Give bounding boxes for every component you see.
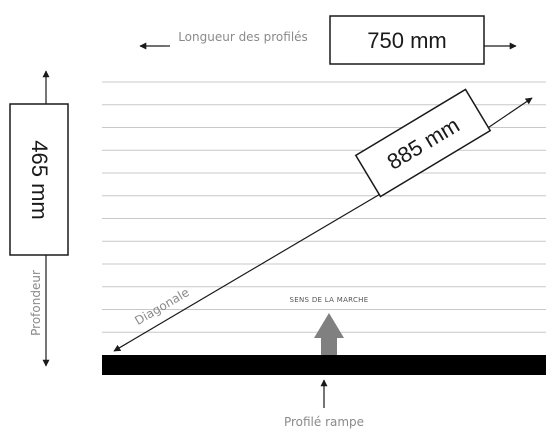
floor-slats bbox=[102, 81, 546, 333]
ramp-profile-label: Profilé rampe bbox=[284, 415, 364, 429]
ramp-profile-bar bbox=[102, 355, 546, 375]
walk-direction-label: SENS DE LA MARCHE bbox=[290, 296, 369, 304]
diagonal-label: Diagonale bbox=[132, 285, 191, 328]
diagonal-value-box bbox=[354, 88, 492, 198]
depth-label: Profondeur bbox=[29, 270, 43, 336]
length-value: 750 mm bbox=[367, 28, 446, 53]
length-value-box bbox=[329, 15, 485, 65]
walk-direction-arrow bbox=[314, 313, 344, 355]
depth-value: 465 mm bbox=[27, 140, 52, 219]
depth-value-box bbox=[9, 103, 69, 256]
diagonal-arrow-lower bbox=[113, 186, 393, 352]
diagonal-value-group: 885 mm bbox=[354, 88, 492, 198]
length-label: Longueur des profilés bbox=[178, 30, 308, 44]
